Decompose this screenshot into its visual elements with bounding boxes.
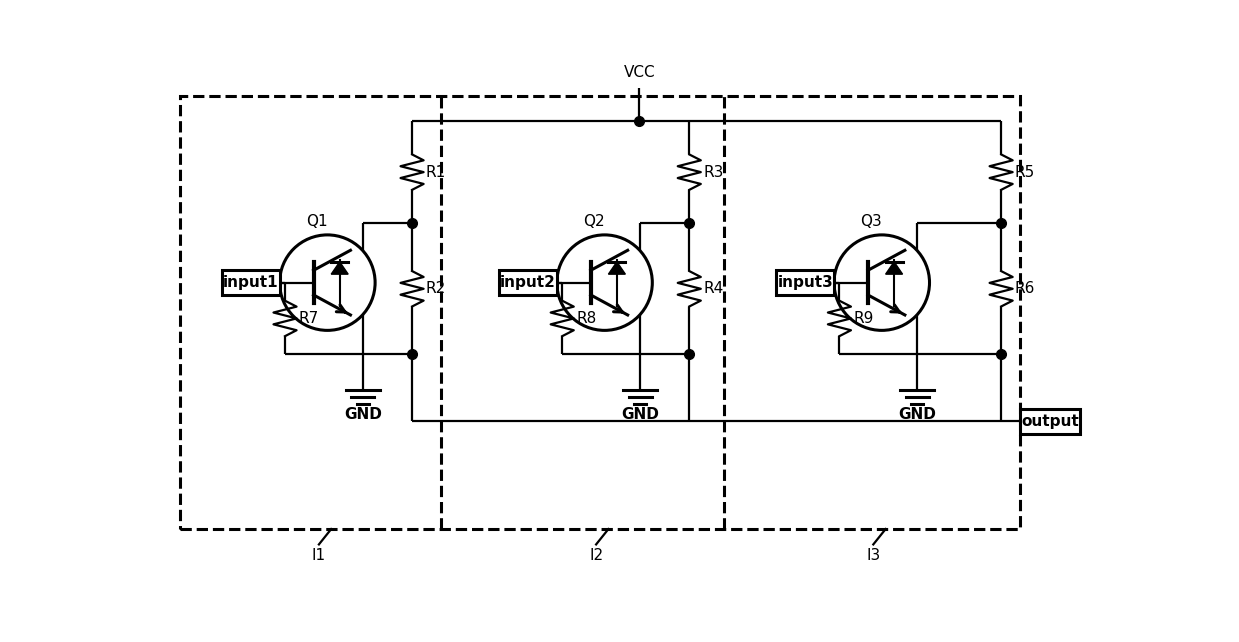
Text: R6: R6 xyxy=(1015,281,1036,297)
Text: R5: R5 xyxy=(1015,164,1036,180)
Text: R4: R4 xyxy=(703,281,724,297)
Text: I1: I1 xyxy=(312,548,326,563)
Polygon shape xyxy=(331,262,348,274)
Text: R2: R2 xyxy=(426,281,446,297)
FancyBboxPatch shape xyxy=(499,270,556,295)
Text: I2: I2 xyxy=(589,548,603,563)
Text: input3: input3 xyxy=(777,275,833,290)
Text: GND: GND xyxy=(344,408,382,422)
Text: R1: R1 xyxy=(426,164,446,180)
Text: Q1: Q1 xyxy=(306,214,327,229)
Text: R9: R9 xyxy=(854,311,873,326)
Text: VCC: VCC xyxy=(623,65,655,80)
Text: Q2: Q2 xyxy=(584,214,605,229)
Text: R7: R7 xyxy=(299,311,320,326)
Text: R8: R8 xyxy=(576,311,596,326)
Text: input2: input2 xyxy=(501,275,556,290)
FancyBboxPatch shape xyxy=(1021,409,1080,433)
Text: R3: R3 xyxy=(703,164,724,180)
Text: I3: I3 xyxy=(866,548,881,563)
FancyBboxPatch shape xyxy=(222,270,280,295)
Text: GND: GND xyxy=(621,408,659,422)
FancyBboxPatch shape xyxy=(777,270,834,295)
Polygon shape xyxy=(886,262,902,274)
Text: Q3: Q3 xyxy=(860,214,882,229)
Text: GND: GND xyxy=(898,408,937,422)
Polygon shape xyxy=(608,262,626,274)
Text: output: output xyxy=(1021,413,1079,429)
Text: input1: input1 xyxy=(223,275,279,290)
